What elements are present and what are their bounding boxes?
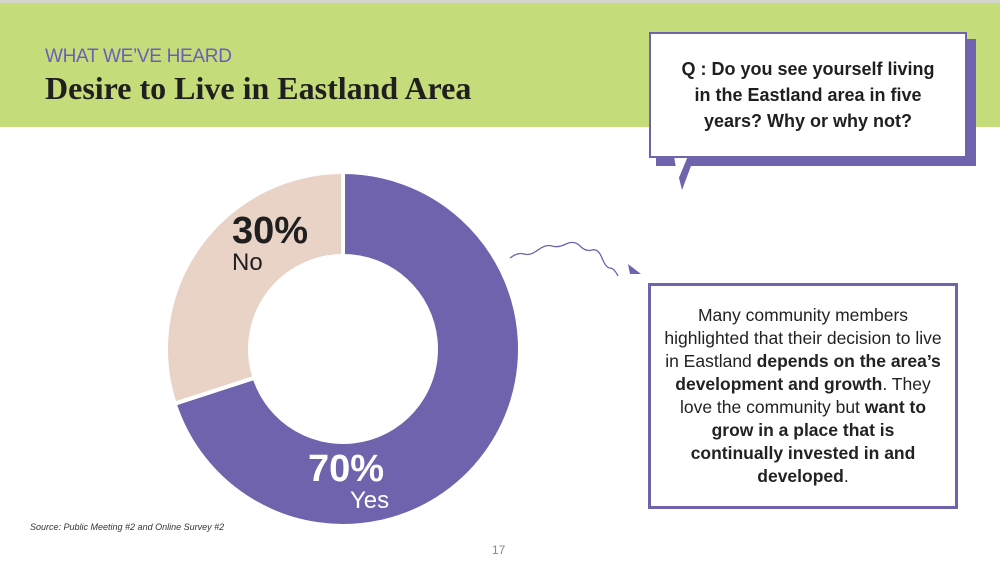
no-label: 30% No — [232, 210, 308, 277]
answer-part: want to grow in a place that is continua… — [690, 397, 927, 486]
question-bubble: Q : Do you see yourself living in the Ea… — [649, 32, 967, 158]
top-border — [0, 0, 1000, 3]
answer-part: . They love the community but — [679, 374, 931, 417]
page-number: 17 — [492, 543, 506, 557]
yes-percent: 70% — [308, 448, 385, 490]
donut-slice-no — [164, 169, 345, 407]
section-kicker: WHAT WE’VE HEARD — [45, 46, 232, 67]
answer-part: Many community members highlighted that … — [664, 305, 942, 371]
source-note: Source: Public Meeting #2 and Online Sur… — [30, 522, 225, 532]
yes-name: Yes — [350, 487, 390, 514]
donut-slice-yes — [172, 169, 522, 528]
answer-part: depends on the area’s development and gr… — [675, 351, 941, 394]
answer-part: . — [843, 466, 849, 486]
page-title: Desire to Live in Eastland Area — [45, 70, 472, 106]
answer-text: Many community members highlighted that … — [663, 304, 943, 488]
no-percent: 30% — [232, 210, 309, 252]
squiggle-arrow — [509, 241, 619, 277]
arrow-head-icon — [628, 264, 641, 274]
answer-box: Many community members highlighted that … — [648, 283, 958, 509]
no-name: No — [232, 249, 263, 276]
speech-bubble-tail — [674, 158, 694, 190]
yes-label: 70% Yes — [308, 448, 389, 515]
